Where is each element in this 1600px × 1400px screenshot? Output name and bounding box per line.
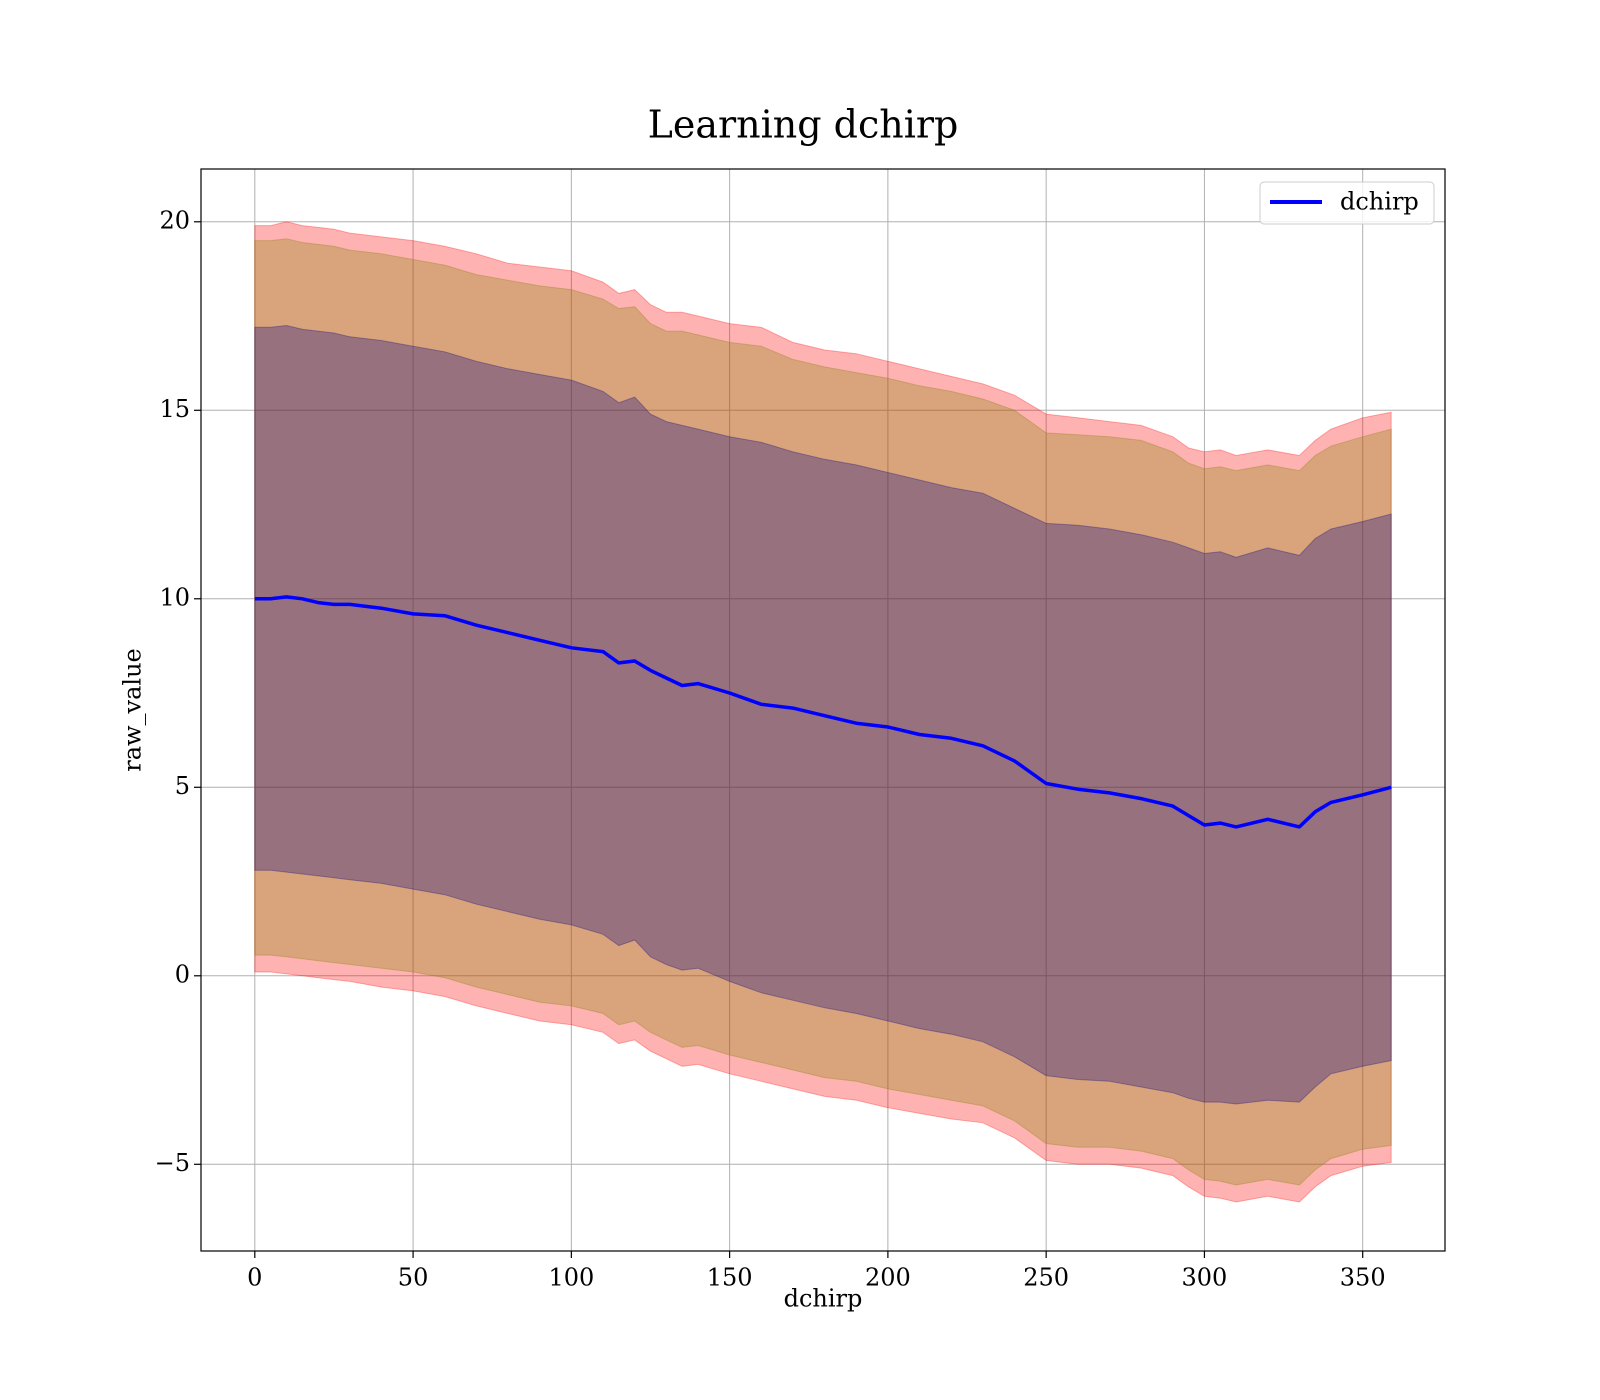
- x-tick-label-4: 200: [865, 1264, 911, 1292]
- x-tick-label-3: 150: [707, 1264, 753, 1292]
- y-tick-label-1: 0: [175, 960, 190, 988]
- x-tick-label-2: 100: [548, 1264, 594, 1292]
- y-tick-label-3: 10: [159, 583, 190, 611]
- legend-box: [1259, 181, 1435, 225]
- confidence-band-2: [254, 238, 1392, 1186]
- y-tick-label-0: −5: [155, 1149, 190, 1177]
- y-ticks: −5 0 5 10 15 20: [155, 206, 201, 1177]
- series-line-1: [254, 595, 1392, 829]
- series-layer: [254, 595, 1392, 829]
- y-axis-label: raw_value: [119, 648, 147, 772]
- y-tick-label-5: 20: [159, 206, 190, 234]
- x-tick-label-0: 0: [247, 1264, 262, 1292]
- legend: dchirp: [1259, 181, 1435, 225]
- x-tick-label-7: 350: [1340, 1264, 1386, 1292]
- legend-label: dchirp: [1340, 188, 1419, 216]
- plot-frame: [200, 168, 1446, 1252]
- x-tick-label-5: 250: [1023, 1264, 1069, 1292]
- confidence-band-1: [254, 221, 1392, 1203]
- y-tick-label-4: 15: [159, 395, 190, 423]
- y-tick-label-2: 5: [175, 772, 190, 800]
- x-ticks: 0 50 100 150 200 250 300 350: [247, 1251, 1386, 1292]
- grid-lines: [201, 169, 1445, 1251]
- x-axis-label: dchirp: [784, 1285, 863, 1313]
- chart-title: Learning dchirp: [648, 103, 959, 147]
- x-tick-label-6: 300: [1182, 1264, 1228, 1292]
- x-tick-label-1: 50: [398, 1264, 429, 1292]
- bands-layer: [254, 221, 1392, 1203]
